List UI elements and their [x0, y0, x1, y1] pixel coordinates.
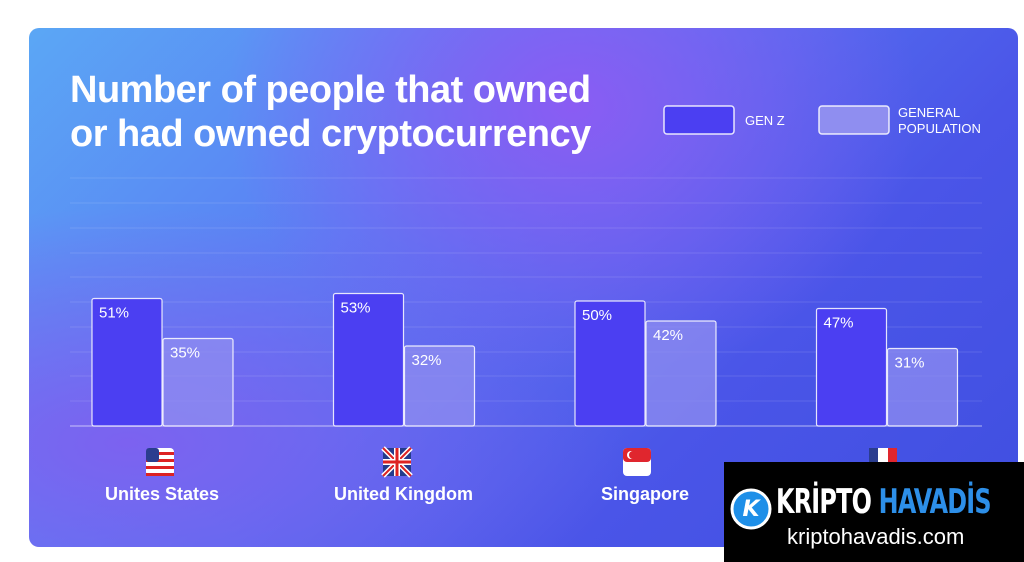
chart-title: Number of people that owned or had owned…	[70, 69, 591, 155]
x-tick-label: Singapore	[601, 484, 689, 504]
x-tick-label: United Kingdom	[334, 484, 473, 504]
value-label: 35%	[170, 344, 200, 361]
bar	[403, 345, 476, 427]
svg-text:K: K	[742, 497, 761, 522]
bar	[574, 300, 646, 427]
bar	[162, 337, 234, 427]
bar	[886, 347, 959, 427]
flag	[623, 448, 651, 476]
bar	[645, 320, 717, 427]
flag	[146, 448, 174, 476]
legend-label: GENERAL POPULATION	[898, 105, 981, 136]
legend-swatch	[818, 105, 890, 135]
legend-label: GEN Z	[745, 113, 785, 128]
watermark-logo: K	[730, 488, 772, 530]
value-label: 51%	[99, 304, 129, 321]
bar	[815, 307, 888, 427]
bar	[91, 297, 163, 427]
legend-swatch	[663, 105, 735, 135]
watermark: K KRİPTO HAVADİS kriptohavadis.com	[724, 462, 1024, 562]
value-label: 53%	[341, 299, 371, 316]
flag	[381, 446, 413, 478]
watermark-url: kriptohavadis.com	[787, 524, 965, 549]
value-label: 31%	[895, 354, 925, 371]
value-label: 50%	[582, 307, 612, 324]
watermark-brand: KRİPTO	[776, 482, 872, 522]
x-tick-label: Unites States	[105, 484, 219, 504]
value-label: 47%	[824, 314, 854, 331]
bar	[332, 292, 405, 427]
value-label: 32%	[412, 352, 442, 369]
value-label: 42%	[653, 327, 683, 344]
watermark-brand: HAVADİS	[878, 482, 992, 522]
